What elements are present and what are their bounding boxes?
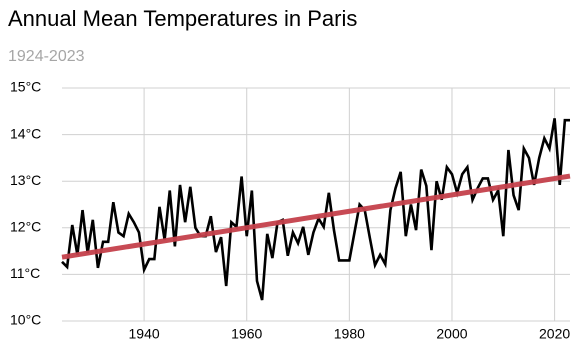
x-tick-label: 1940 — [129, 326, 160, 342]
y-tick-label: 14°C — [10, 125, 41, 141]
chart-title: Annual Mean Temperatures in Paris — [8, 6, 357, 31]
y-tick-label: 12°C — [10, 219, 41, 235]
x-tick-label: 2020 — [539, 326, 570, 342]
x-tick-label: 1980 — [334, 326, 365, 342]
data-line — [61, 118, 570, 301]
y-tick-label: 10°C — [10, 312, 41, 328]
x-tick-label: 2000 — [436, 326, 467, 342]
y-tick-label: 15°C — [10, 79, 41, 95]
y-tick-label: 13°C — [10, 172, 41, 188]
y-tick-label: 11°C — [10, 265, 40, 281]
x-tick-label: 1960 — [231, 326, 262, 342]
trend-line — [61, 173, 571, 260]
chart-subtitle: 1924-2023 — [8, 48, 85, 65]
